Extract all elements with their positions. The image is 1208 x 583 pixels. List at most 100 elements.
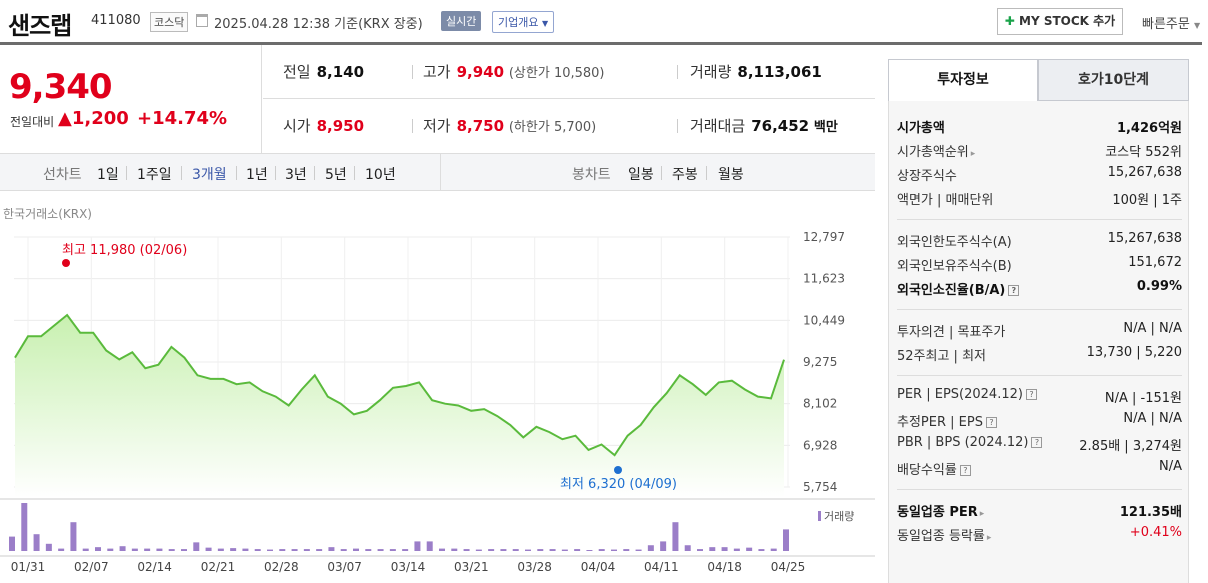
volume-bar xyxy=(439,548,445,551)
candle-weekly[interactable]: 주봉 xyxy=(672,167,698,183)
info-row: 배당수익률? N/A xyxy=(897,459,1182,481)
volume-bar xyxy=(181,549,187,551)
candle-chart-label: 봉차트 xyxy=(572,167,611,183)
volume-bar xyxy=(340,549,347,551)
period-3y[interactable]: 3년 xyxy=(285,167,307,183)
timestamp: 2025.04.28 12:38 기준(KRX 장중) xyxy=(214,17,423,32)
period-1w[interactable]: 1주일 xyxy=(137,167,172,183)
stat-value: 9,940 xyxy=(456,63,505,81)
realtime-button[interactable]: 실시간 xyxy=(441,11,482,31)
volume-bar xyxy=(365,549,372,551)
info-row-value: N/A | N/A xyxy=(1123,321,1182,336)
tab-order-book[interactable]: 호가10단계 xyxy=(1038,59,1189,101)
x-tick-label: 02/28 xyxy=(264,560,299,574)
company-info-dropdown[interactable]: 기업개요 ▼ xyxy=(492,11,555,33)
volume-bar xyxy=(242,548,249,551)
help-icon[interactable]: ? xyxy=(1025,389,1037,400)
stat-prev-close: 전일 8,140 xyxy=(283,61,364,82)
lower-limit-value: 5,700) xyxy=(553,120,597,135)
volume-bar xyxy=(475,549,482,551)
period-1d[interactable]: 1일 xyxy=(97,167,119,183)
chart-controls: 선차트 1일 1주일 3개월 1년 3년 5년 10년 봉차트 일봉 주봉 월봉 xyxy=(0,153,875,191)
tab-invest-info[interactable]: 투자정보 xyxy=(888,59,1038,101)
candle-daily[interactable]: 일봉 xyxy=(628,167,654,183)
period-5y[interactable]: 5년 xyxy=(325,167,347,183)
volume-bar xyxy=(21,503,28,551)
price-area xyxy=(15,315,784,497)
volume-bar xyxy=(733,548,740,551)
volume-bar xyxy=(770,548,777,551)
stat-value: 8,140 xyxy=(316,63,365,81)
info-row: 동일업종 PER ▸ 121.35배 xyxy=(897,501,1182,523)
volume-bar xyxy=(561,549,568,551)
period-10y[interactable]: 10년 xyxy=(365,167,396,183)
stock-name: 샌즈랩 xyxy=(8,12,72,40)
calendar-icon xyxy=(196,14,208,27)
info-row-label: 추정PER | EPS? xyxy=(897,411,997,430)
high-annotation: 최고 11,980 (02/06) xyxy=(62,243,187,258)
info-row-label[interactable]: 동일업종 PER ▸ xyxy=(897,501,984,520)
info-row-value: 121.35배 xyxy=(1119,505,1182,520)
info-row-label-text: PER | EPS(2024.12) xyxy=(897,387,1023,402)
volume-bar xyxy=(230,548,237,551)
info-row: 액면가 | 매매단위 100원 | 1주 xyxy=(897,189,1182,211)
quick-order-label: 빠른주문 xyxy=(1142,17,1190,32)
y-tick-label: 12,797 xyxy=(803,230,845,244)
price-line xyxy=(14,313,785,457)
divider xyxy=(354,166,355,180)
volume-bar xyxy=(107,548,114,551)
volume-bar xyxy=(500,549,507,551)
info-row: 상장주식수 15,267,638 xyxy=(897,165,1182,187)
header-divider xyxy=(0,42,1202,45)
stock-header: 샌즈랩 411080 코스닥 2025.04.28 12:38 기준(KRX 장… xyxy=(0,0,1208,44)
stat-value: 8,950 xyxy=(316,117,365,135)
info-row: 투자의견 | 목표주가 N/A | N/A xyxy=(897,321,1182,343)
info-row-label: 외국인보유주식수(B) xyxy=(897,255,1012,274)
period-1y[interactable]: 1년 xyxy=(246,167,268,183)
mystock-add-button[interactable]: ✚ MY STOCK 추가 xyxy=(997,8,1123,35)
help-icon[interactable]: ? xyxy=(1031,437,1043,448)
volume-bar xyxy=(574,549,581,551)
volume-bar xyxy=(549,549,556,551)
price-chart[interactable]: 거래량 12,797 11,623 10,449 9,275 8,102 6,928 5,7… xyxy=(0,225,875,583)
section-divider xyxy=(897,489,1182,490)
volume-bar xyxy=(414,541,421,551)
stat-label: 시가 xyxy=(283,117,311,135)
info-row-label: PER | EPS(2024.12)? xyxy=(897,387,1037,402)
help-icon[interactable]: ? xyxy=(985,417,997,428)
current-price: 9,340 xyxy=(9,67,113,107)
info-row-label[interactable]: 동일업종 등락률 ▸ xyxy=(897,525,991,544)
stat-label: 저가 xyxy=(423,117,451,135)
help-icon[interactable]: ? xyxy=(959,465,971,476)
divider xyxy=(236,166,237,180)
info-row-value: 0.99% xyxy=(1136,279,1182,294)
divider xyxy=(677,119,678,133)
divider xyxy=(706,166,707,180)
y-tick-label: 8,102 xyxy=(803,397,837,411)
x-tick-label: 02/14 xyxy=(137,560,172,574)
volume-bar xyxy=(783,529,789,551)
x-tick-label: 03/14 xyxy=(391,560,426,574)
volume-bar xyxy=(635,549,642,551)
price-stats: 전일 8,140 고가 9,940 (상한가 10,580) 거래량 8,113,06… xyxy=(263,45,875,153)
info-row-label: 52주최고 | 최저 xyxy=(897,345,986,364)
help-icon[interactable]: ? xyxy=(1008,285,1020,296)
x-tick-label: 04/04 xyxy=(581,560,616,574)
period-3m[interactable]: 3개월 xyxy=(192,167,227,183)
volume-bar xyxy=(426,541,433,551)
chevron-right-icon: ▸ xyxy=(986,533,992,543)
volume-bar xyxy=(70,522,77,551)
volume-bar xyxy=(328,547,335,551)
quick-order-dropdown[interactable]: 빠른주문 ▼ xyxy=(1142,13,1200,32)
info-row-value: 100원 | 1주 xyxy=(1112,193,1182,208)
info-row-value: 15,267,638 xyxy=(1107,231,1182,246)
volume-bar xyxy=(721,547,728,551)
info-row: 외국인소진율(B/A)? 0.99% xyxy=(897,279,1182,301)
info-row-label[interactable]: 시가총액순위 ▸ xyxy=(897,141,975,160)
trade-value-unit: 백만 xyxy=(813,120,838,135)
candle-monthly[interactable]: 월봉 xyxy=(718,167,744,183)
chevron-down-icon: ▼ xyxy=(541,19,549,28)
chart-source: 한국거래소(KRX) xyxy=(3,207,92,221)
volume-bar xyxy=(746,547,753,551)
divider xyxy=(677,65,678,79)
